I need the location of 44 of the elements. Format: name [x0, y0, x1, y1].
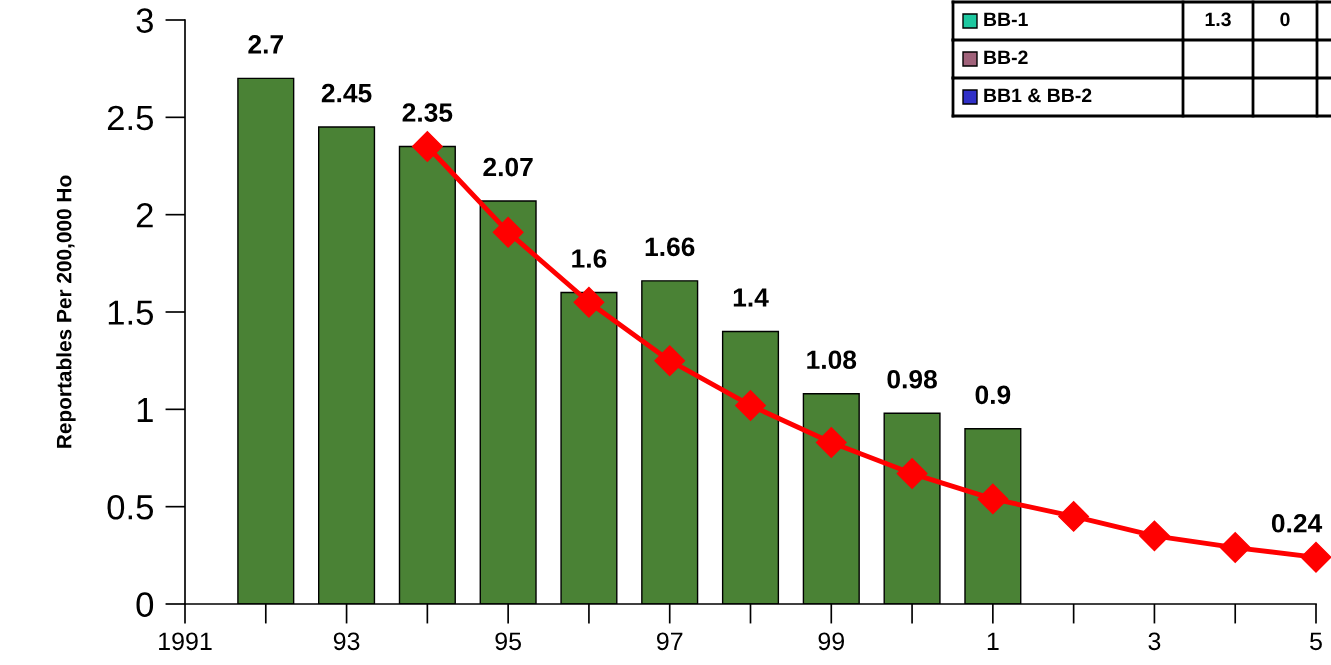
- data-label: 1.08: [807, 350, 857, 370]
- x-tick-label: 1: [987, 632, 999, 650]
- point: [815, 427, 847, 458]
- point: [1300, 541, 1331, 573]
- x-tick-label: 93: [333, 632, 360, 651]
- annotation: BB-1: [984, 12, 1028, 27]
- data-label: 0.98: [887, 369, 937, 389]
- point: [896, 458, 928, 489]
- y-tick-label: 1: [137, 398, 153, 422]
- point: [977, 483, 1009, 515]
- y-tick-label: 2: [136, 203, 153, 228]
- x-tick-label: 1991: [159, 632, 212, 651]
- y-tick-label: 1.5: [108, 300, 153, 325]
- x-tick-label: 5: [1310, 632, 1322, 651]
- point: [1139, 520, 1170, 552]
- point: [1219, 532, 1251, 563]
- annotation: 1.3: [1205, 12, 1231, 27]
- annotation: BB-2: [984, 50, 1028, 65]
- x-tick-label: 3: [1148, 632, 1161, 651]
- x-tick-label: 97: [656, 632, 683, 651]
- point: [1058, 500, 1090, 532]
- data-label: 2.07: [483, 157, 533, 177]
- y-axis-title: Reportables Per 200,000 Ho: [56, 175, 76, 448]
- y-tick-label: 0: [136, 592, 154, 617]
- data-label: 1.6: [572, 249, 607, 268]
- annotation: BB1 & BB-2: [984, 88, 1092, 103]
- data-label: 0.24: [1271, 513, 1323, 533]
- annotation: 0: [1280, 12, 1290, 27]
- y-tick-label: 2.5: [107, 105, 153, 131]
- point: [411, 131, 443, 162]
- point: [492, 216, 524, 248]
- data-label: 0.9: [975, 385, 1011, 405]
- x-tick-label: 95: [495, 632, 521, 651]
- y-tick-label: 0.5: [107, 495, 153, 520]
- point: [654, 345, 686, 377]
- point: [573, 286, 605, 318]
- data-label: 2.35: [402, 103, 453, 122]
- y-tick-label: 3: [136, 8, 153, 33]
- data-label: 1.4: [733, 288, 769, 307]
- data-label: 2.7: [248, 35, 283, 54]
- data-label: 2.45: [321, 83, 372, 103]
- point: [735, 390, 766, 421]
- x-tick-label: 99: [818, 632, 845, 651]
- data-label: 1.66: [645, 237, 695, 257]
